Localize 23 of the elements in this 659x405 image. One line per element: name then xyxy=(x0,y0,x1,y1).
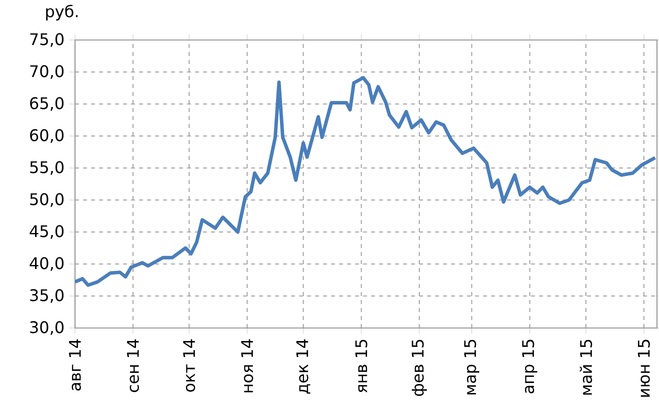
y-tick-label: 55,0 xyxy=(30,161,64,175)
y-tick-label: 65,0 xyxy=(30,97,64,111)
x-tick-label: мар 15 xyxy=(464,340,480,394)
x-tick-label: окт 14 xyxy=(183,339,196,392)
x-tick-label: авг 14 xyxy=(69,339,81,391)
y-tick-label: 35,0 xyxy=(30,289,64,303)
y-tick-label: 70,0 xyxy=(30,65,64,79)
x-tick-label: апр 15 xyxy=(522,340,538,394)
x-tick-label: фев 15 xyxy=(412,340,427,396)
y-tick-label: 60,0 xyxy=(30,129,64,143)
y-tick-label: 45,0 xyxy=(30,225,64,239)
x-tick-label: ноя 14 xyxy=(241,339,254,392)
y-axis-title: руб. xyxy=(46,4,78,20)
y-tick-label: 50,0 xyxy=(30,193,64,207)
x-tick-label: июн 15 xyxy=(638,340,650,397)
x-tick-label: сен 14 xyxy=(127,339,139,392)
line-series xyxy=(75,76,657,287)
y-tick-label: 30,0 xyxy=(30,321,64,335)
x-tick-label: янв 15 xyxy=(355,340,368,392)
x-tick-label: дек 14 xyxy=(296,339,310,394)
y-tick-label: 75,0 xyxy=(30,33,64,47)
y-tick-label: 40,0 xyxy=(30,257,64,271)
x-tick-label: май 15 xyxy=(580,340,592,395)
